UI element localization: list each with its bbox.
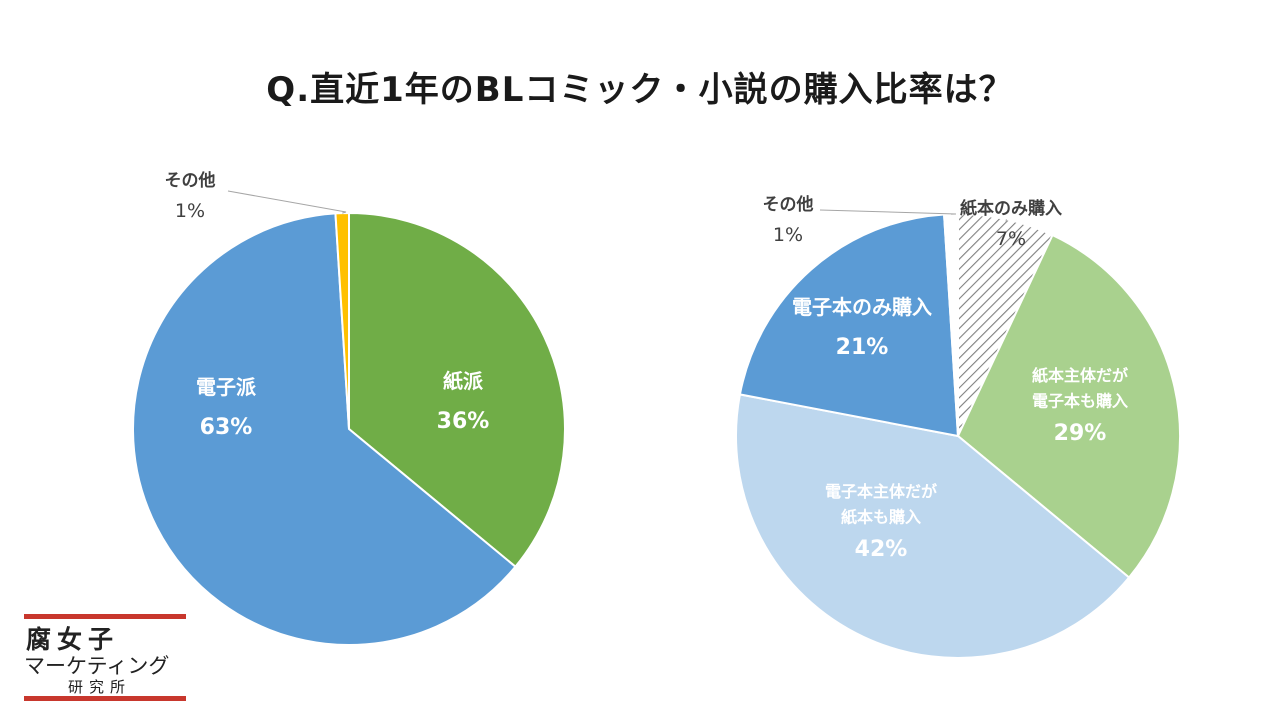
slice-label: その他 (763, 194, 814, 215)
chart-title: Q.直近1年のBLコミック・小説の購入比率は？ (266, 70, 1014, 110)
pie-slice (735, 393, 1131, 659)
slice-label: 紙本のみ購入 (960, 198, 1062, 219)
slice-percent-label: 21% (836, 335, 889, 360)
slice-label: 電子本も購入 (1032, 392, 1128, 411)
slice-percent-label: 1% (773, 224, 803, 246)
slice-percent-label: 29% (1054, 421, 1107, 446)
pie-slice (956, 233, 1181, 579)
logo-line-3: 研究所 (68, 678, 132, 696)
pie-slice (738, 213, 960, 438)
slice-percent-label: 1% (175, 200, 205, 222)
slice-percent-label: 63% (200, 415, 253, 440)
pie-slice (132, 212, 517, 646)
logo-line-1: 腐女子 (26, 625, 120, 654)
logo: 腐女子 マーケティング 研究所 (18, 606, 198, 710)
pie-slice (348, 211, 566, 569)
logo-bar-bottom (24, 696, 186, 701)
leader-line (227, 190, 347, 214)
slice-label: 電子派 (196, 375, 257, 399)
slice-percent-label: 36% (437, 409, 490, 434)
logo-bar-top (24, 614, 186, 619)
slice-percent-label: 7% (996, 228, 1026, 250)
slice-percent-label: 42% (855, 537, 908, 562)
slice-label: 紙派 (443, 369, 484, 393)
pie-chart-format: 紙派 36% 電子派 63% その他 1% (132, 170, 566, 646)
slice-label: 紙本主体だが (1032, 366, 1128, 385)
logo-line-2: マーケティング (24, 654, 170, 678)
slice-label: 紙本も購入 (841, 508, 921, 527)
slice-label: 電子本主体だが (825, 482, 937, 501)
leader-line (819, 209, 957, 215)
slice-label: その他 (165, 170, 216, 191)
slice-label: 電子本のみ購入 (792, 295, 932, 319)
